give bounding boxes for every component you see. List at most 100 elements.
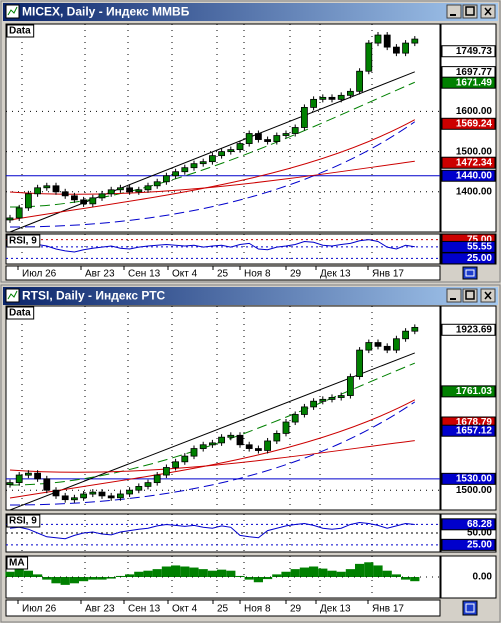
close-glyph — [484, 7, 492, 16]
macd-bar — [79, 577, 89, 582]
candle — [411, 38, 419, 44]
candle — [328, 96, 336, 100]
moving-average — [9, 121, 416, 228]
candle — [383, 34, 391, 48]
macd-bar — [299, 567, 309, 577]
candle — [153, 474, 161, 484]
candle — [89, 491, 97, 495]
candle — [43, 478, 51, 491]
candle — [107, 189, 115, 195]
moving-average — [9, 401, 416, 506]
candle — [172, 171, 180, 177]
candle — [254, 448, 262, 451]
trend-line — [9, 71, 415, 233]
candle — [135, 486, 143, 491]
macd-bar — [134, 571, 144, 577]
macd-bar — [391, 574, 401, 577]
macd-bar — [143, 570, 153, 577]
scale-label: 1697.77 — [456, 67, 493, 78]
date-label: Авг 23 — [85, 604, 115, 615]
macd-bar — [226, 570, 236, 577]
macd-bar — [355, 563, 365, 577]
scale-label: 1500.00 — [456, 146, 493, 157]
scale-label-box — [441, 323, 496, 336]
panel-label: MA — [9, 558, 25, 569]
scale-label-box — [441, 252, 496, 265]
candle — [117, 493, 124, 499]
minimize-button[interactable] — [446, 288, 462, 303]
candle — [117, 187, 124, 191]
panel-label-box — [6, 306, 35, 320]
candle — [346, 376, 354, 396]
date-label: Дек 13 — [320, 269, 351, 280]
candle — [236, 434, 244, 446]
macd-bar — [161, 566, 171, 577]
macd-bar — [253, 577, 263, 583]
date-label: Июл 26 — [22, 604, 57, 615]
macd-bar — [327, 570, 337, 577]
moving-average — [9, 81, 415, 208]
date-label: 29 — [290, 604, 302, 615]
candle — [319, 96, 327, 100]
maximize-glyph — [465, 290, 475, 300]
scale-label-box — [441, 76, 496, 89]
scale-label: 1530.00 — [456, 473, 493, 484]
candle — [356, 349, 364, 378]
date-label: Окт 4 — [172, 269, 198, 280]
macd-bar — [180, 566, 190, 577]
candle — [208, 442, 216, 446]
candle — [218, 436, 226, 444]
macd-bar — [198, 569, 208, 577]
date-label: Ноя 8 — [244, 269, 271, 280]
candle — [71, 497, 78, 501]
panel-label: Data — [9, 26, 31, 37]
scale-label: 1749.73 — [456, 46, 493, 57]
scale-button[interactable] — [462, 600, 478, 616]
candle — [402, 42, 410, 54]
candle — [24, 193, 32, 209]
macd-bar — [14, 569, 24, 577]
candle — [300, 107, 308, 128]
candle — [52, 185, 60, 193]
candle — [300, 406, 308, 415]
rsi-panel — [5, 233, 441, 265]
candle — [107, 495, 115, 499]
window-icon-glyph — [7, 6, 18, 16]
candle — [6, 217, 14, 221]
macd-bar — [309, 566, 319, 577]
candle — [245, 444, 253, 449]
macd-bar — [152, 569, 162, 577]
scale-label: 25.00 — [467, 540, 492, 551]
scale-label-box — [441, 156, 496, 169]
date-label: Окт 4 — [172, 604, 198, 615]
macd-bar — [33, 574, 43, 577]
date-label: Янв 17 — [372, 604, 404, 615]
scale-label: 1400.00 — [456, 186, 493, 197]
minimize-button[interactable] — [446, 4, 462, 19]
scale-label: 55.55 — [467, 242, 492, 253]
candle — [227, 149, 235, 153]
candle — [310, 400, 318, 408]
scale-label: 25.00 — [467, 253, 492, 264]
title-bar — [3, 3, 498, 21]
candle — [52, 489, 60, 497]
rsi-line — [9, 522, 415, 540]
candle — [383, 345, 391, 351]
scale-label: 75.00 — [467, 234, 492, 245]
macd-bar — [60, 577, 70, 585]
candle — [411, 326, 419, 332]
panel-label-box — [6, 514, 41, 528]
candle — [162, 467, 170, 476]
macd-bar — [263, 577, 273, 580]
macd-bar — [235, 575, 245, 577]
scale-button[interactable] — [462, 266, 478, 280]
macd-bar — [345, 569, 355, 577]
macd-bar — [189, 567, 199, 577]
macd-bar — [244, 577, 254, 580]
scale-label: 1923.69 — [456, 324, 493, 335]
date-axis — [5, 599, 441, 617]
scale-label: 1600.00 — [456, 106, 493, 117]
candle — [126, 187, 133, 193]
scale-label-box — [441, 45, 496, 58]
candle — [319, 398, 327, 402]
